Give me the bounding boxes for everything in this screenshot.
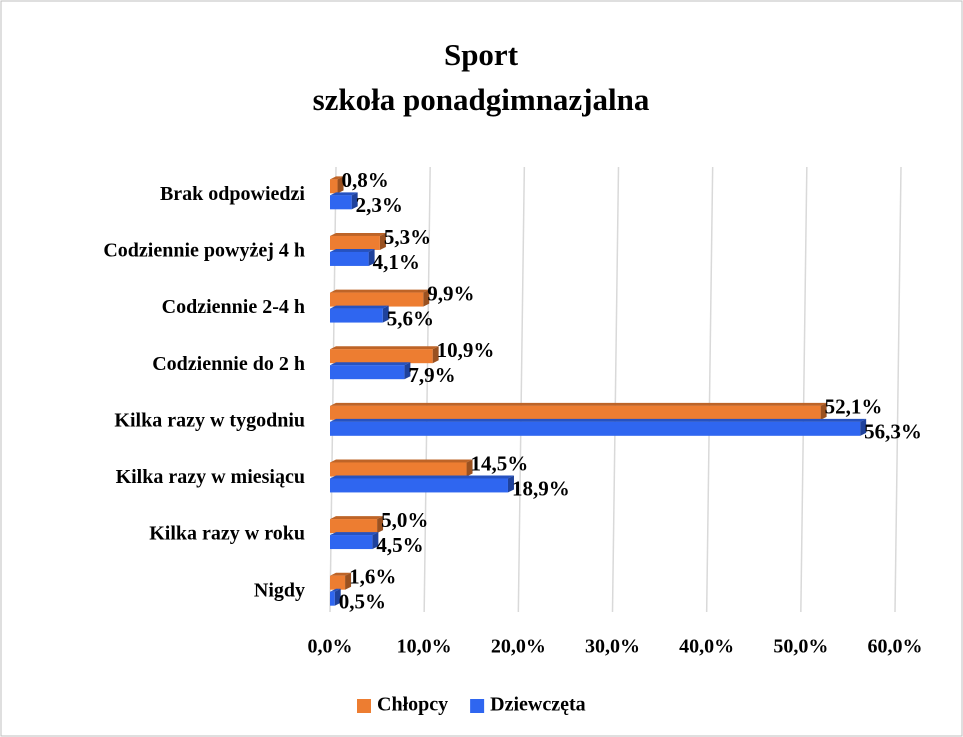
x-tick-label: 40,0% — [679, 636, 734, 658]
bar-top — [330, 572, 352, 576]
data-label: 4,5% — [376, 533, 423, 557]
bar-side — [382, 305, 389, 323]
bar-top — [330, 459, 473, 463]
legend-swatch — [357, 699, 371, 713]
data-label: 0,8% — [342, 168, 389, 192]
y-tick-label: Codziennie do 2 h — [152, 353, 305, 375]
bar-top — [330, 475, 514, 479]
legend-label: Dziewczęta — [490, 694, 586, 716]
legend-label: Chłopcy — [377, 694, 448, 716]
bar — [330, 535, 373, 550]
y-tick-label: Nigdy — [254, 579, 305, 601]
bar — [330, 591, 335, 606]
bar — [330, 195, 352, 210]
x-tick-label: 30,0% — [585, 636, 640, 658]
bar — [330, 365, 405, 380]
y-tick-label: Codziennie powyżej 4 h — [103, 240, 305, 262]
legend-swatch — [470, 699, 485, 713]
y-tick-label: Kilka razy w miesiącu — [116, 466, 305, 488]
data-label: 0,5% — [339, 590, 386, 614]
data-label: 2,3% — [356, 193, 403, 217]
bar-side — [423, 289, 430, 307]
bar-side — [337, 176, 344, 194]
bar — [330, 421, 861, 436]
bar-side — [351, 192, 358, 210]
bar — [330, 405, 821, 420]
x-tick-label: 10,0% — [397, 636, 452, 658]
bar — [330, 235, 380, 250]
data-label: 56,3% — [864, 420, 922, 444]
bar-top — [330, 248, 375, 252]
bar-top — [330, 362, 411, 366]
data-label: 5,0% — [381, 508, 428, 532]
bar — [330, 478, 508, 493]
chart-title: Sport — [444, 37, 519, 72]
bar-top — [330, 402, 827, 406]
x-tick-label: 60,0% — [868, 636, 923, 658]
bar — [330, 519, 378, 534]
bar-side — [372, 532, 379, 550]
bar-side — [860, 418, 867, 436]
bar-top — [330, 176, 344, 180]
bar — [330, 349, 433, 364]
data-label: 9,9% — [427, 281, 474, 305]
x-tick-label: 50,0% — [773, 636, 828, 658]
grid-line — [517, 166, 526, 613]
bar-top — [330, 516, 384, 520]
bar-top — [330, 305, 389, 309]
bar-side — [404, 362, 411, 380]
bar-side — [379, 232, 386, 250]
data-label: 10,9% — [437, 338, 495, 362]
y-tick-label: Kilka razy w roku — [149, 523, 305, 545]
y-tick-label: Codziennie 2-4 h — [162, 296, 305, 318]
grid-line — [611, 166, 620, 613]
bar — [330, 292, 424, 307]
grid-line — [894, 166, 902, 613]
bar-top — [330, 532, 379, 536]
bar-side — [368, 248, 375, 266]
data-label: 5,6% — [387, 306, 434, 330]
data-label: 14,5% — [471, 451, 529, 475]
bar-top — [330, 418, 867, 422]
bar-side — [432, 346, 439, 364]
bar-top — [330, 289, 430, 293]
bar-side — [334, 588, 341, 606]
chart-subtitle: szkoła ponadgimnazjalna — [313, 82, 650, 117]
bar — [330, 251, 369, 266]
data-label: 18,9% — [512, 476, 570, 500]
data-label: 52,1% — [825, 395, 883, 419]
x-tick-label: 20,0% — [491, 636, 546, 658]
grid-line — [705, 166, 714, 613]
bar-top — [330, 346, 439, 350]
grid-line — [800, 166, 808, 613]
bar — [330, 308, 383, 323]
bar — [330, 575, 346, 590]
bar — [330, 179, 338, 194]
bar-side — [820, 402, 827, 420]
y-tick-label: Brak odpowiedzi — [160, 183, 305, 205]
data-label: 1,6% — [349, 565, 396, 589]
grid-line — [423, 166, 431, 613]
bar — [330, 462, 467, 477]
bar-top — [330, 232, 386, 236]
bar-top — [330, 588, 341, 592]
bar-side — [466, 459, 473, 477]
bar-side — [507, 475, 514, 493]
data-label: 4,1% — [373, 250, 420, 274]
y-tick-label: Kilka razy w tygodniu — [114, 409, 305, 431]
x-tick-label: 0,0% — [308, 636, 353, 658]
bar-side — [345, 572, 352, 590]
data-label: 5,3% — [384, 225, 431, 249]
data-label: 7,9% — [408, 363, 455, 387]
bar-side — [377, 516, 384, 534]
bar-top — [330, 192, 358, 196]
